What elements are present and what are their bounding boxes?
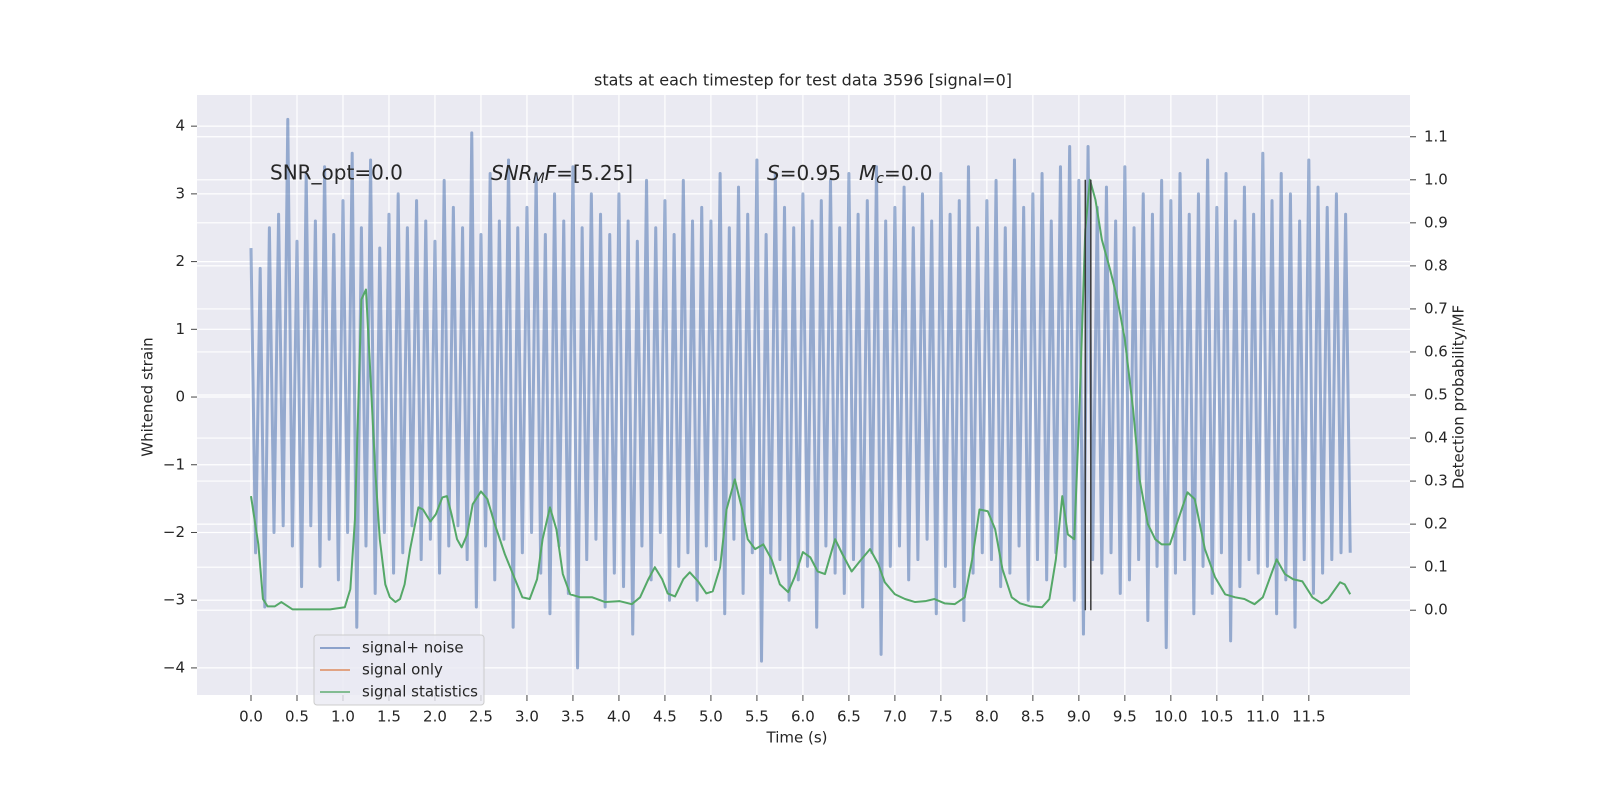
chart-title: stats at each timestep for test data 359… [594, 71, 1012, 90]
annotation-part: c [876, 171, 884, 187]
x-tick-label: 9.0 [1067, 708, 1091, 726]
legend-label: signal statistics [362, 683, 478, 701]
x-tick-label: 3.5 [561, 708, 585, 726]
series-line [249, 117, 1352, 670]
y-tick-label: 0 [175, 388, 185, 406]
x-tick-label: 6.5 [837, 708, 861, 726]
legend-box [313, 634, 485, 706]
y2-tick-label: 1.0 [1424, 170, 1448, 188]
annotation-part: =0.0 [884, 161, 933, 185]
x-tick-label: 5.5 [745, 708, 769, 726]
x-tick-label: 10.5 [1200, 708, 1233, 726]
y-tick-label: −1 [163, 455, 185, 473]
x-tick-label: 9.5 [1113, 708, 1137, 726]
y2-tick-label: 0.0 [1424, 601, 1448, 619]
ticks: 0.0 0.5 1.0 1.5 2.0 2.5 3.0 3.5 4.0 4.5 5.0 5.5 6.0 6… [163, 117, 1448, 726]
x-tick-label: 0.5 [285, 708, 309, 726]
y-axis-label: Whitened strain [139, 337, 157, 456]
annotation-part: M [533, 171, 545, 187]
x-tick-label: 10.0 [1154, 708, 1187, 726]
y-tick-label: 1 [175, 320, 185, 338]
x-tick-label: 7.5 [929, 708, 953, 726]
y-tick-label: −3 [163, 591, 185, 609]
y2-tick-label: 0.9 [1424, 213, 1448, 231]
annotation-part: SNR [491, 161, 533, 185]
x-tick-label: 4.5 [653, 708, 677, 726]
x-tick-label: 8.5 [1021, 708, 1045, 726]
annotation-part: M [859, 161, 876, 185]
y-tick-label: 4 [175, 117, 185, 135]
y-tick-label: 3 [175, 184, 185, 202]
x-tick-label: 0.0 [239, 708, 263, 726]
x-tick-label: 6.0 [791, 708, 815, 726]
annotation-part: F [545, 161, 557, 185]
x-tick-label: 5.0 [699, 708, 723, 726]
x-tick-label: 1.0 [331, 708, 355, 726]
annotation: SNR_opt=0.0 [270, 161, 403, 185]
x-tick-label: 4.0 [607, 708, 631, 726]
y-tick-label: 2 [175, 252, 185, 270]
x-tick-label: 11.5 [1292, 708, 1325, 726]
x-tick-label: 8.0 [975, 708, 999, 726]
y2-tick-label: 1.1 [1424, 127, 1448, 145]
x-tick-label: 3.0 [515, 708, 539, 726]
y2-tick-label: 0.2 [1424, 515, 1448, 533]
annotation: Mc=0.0 [859, 161, 933, 188]
y2-tick-label: 0.6 [1424, 342, 1448, 360]
y2-tick-label: 0.1 [1424, 558, 1448, 576]
annotation: SNRMF=[5.25] [491, 161, 633, 188]
y2-axis-label: Detection probability/MF [1450, 305, 1468, 489]
x-tick-label: 2.5 [469, 708, 493, 726]
y-tick-label: −4 [163, 658, 185, 676]
y2-tick-label: 0.3 [1424, 472, 1448, 490]
legend-label: signal+ noise [362, 639, 464, 657]
y2-tick-label: 0.7 [1424, 299, 1448, 317]
x-axis-label: Time (s) [766, 729, 828, 747]
annotation-part: =0.95 [780, 161, 841, 185]
annotation-part: =[5.25] [556, 161, 633, 185]
legend-label: signal only [362, 661, 443, 679]
legend: signal+ noise signal only signal statistic… [313, 634, 485, 706]
x-tick-label: 2.0 [423, 708, 447, 726]
y2-tick-label: 0.5 [1424, 386, 1448, 404]
annotation: S=0.95 [767, 161, 841, 185]
x-tick-label: 11.0 [1246, 708, 1279, 726]
annotation-part: S [767, 161, 780, 185]
y-tick-label: −2 [163, 523, 185, 541]
y2-tick-label: 0.4 [1424, 429, 1448, 447]
y2-tick-label: 0.8 [1424, 256, 1448, 274]
marks [249, 117, 1352, 670]
x-tick-label: 1.5 [377, 708, 401, 726]
series-line [250, 178, 1352, 611]
x-tick-label: 7.0 [883, 708, 907, 726]
